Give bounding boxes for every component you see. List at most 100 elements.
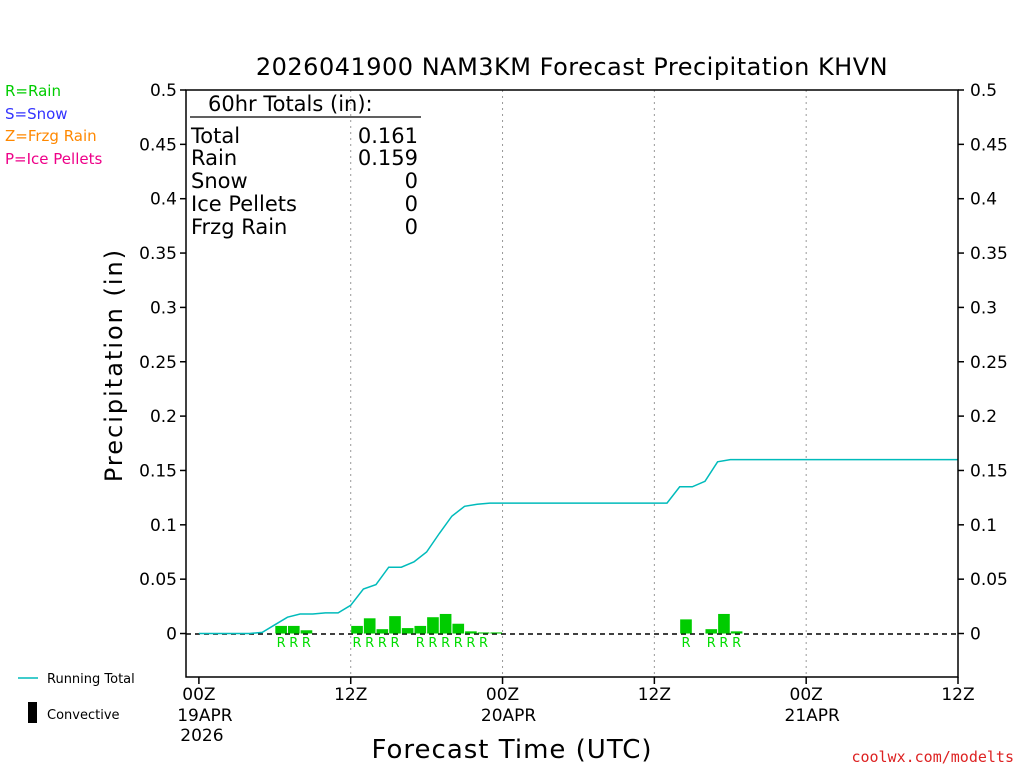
legend-running-total: Running Total <box>47 672 135 687</box>
rain-bar <box>376 629 389 634</box>
rain-bar <box>414 625 427 634</box>
totals-label-total: Total <box>190 124 240 148</box>
x-tick-label: 12Z <box>941 685 974 705</box>
type-legend: R=Rain S=Snow Z=Frzg Rain P=Ice Pellets <box>5 82 102 168</box>
rain-type-mark: R <box>302 636 311 651</box>
rain-type-mark: R <box>454 636 463 651</box>
rain-type-mark: R <box>466 636 475 651</box>
x-tick-label: 12Z <box>638 685 671 705</box>
rain-bar <box>730 631 743 634</box>
legend-ice-pellets: P=Ice Pellets <box>5 150 102 168</box>
y-tick-label-right: 0.2 <box>970 407 997 427</box>
rain-type-mark: R <box>378 636 387 651</box>
y-tick-label-right: 0.3 <box>970 298 997 318</box>
running-total-line <box>198 458 958 635</box>
rain-bar <box>287 625 300 634</box>
totals-box: 60hr Totals (in): Total 0.161 Rain 0.159… <box>190 92 421 239</box>
rain-bar <box>427 617 439 634</box>
legend-snow: S=Snow <box>5 105 68 123</box>
rain-type-mark: R <box>365 636 374 651</box>
y-tick-label-left: 0.3 <box>150 298 177 318</box>
legend-convective-swatch <box>28 702 37 723</box>
y-tick-label-left: 0 <box>166 625 177 645</box>
y-tick-label-left: 0.35 <box>139 244 177 264</box>
y-tick-label-left: 0.45 <box>139 135 177 155</box>
rain-type-mark: R <box>416 636 425 651</box>
x-tick-date: 21APR <box>785 706 841 726</box>
totals-label-snow: Snow <box>191 169 248 193</box>
totals-value-ice-pellets: 0 <box>405 192 418 216</box>
y-tick-label-right: 0.4 <box>970 190 997 210</box>
x-tick-label: 00Z <box>790 685 823 705</box>
grid-lines <box>350 90 807 677</box>
rain-type-mark: R <box>390 636 399 651</box>
rain-bar <box>477 632 490 634</box>
rain-bar <box>680 619 692 634</box>
y-tick-label-right: 0.1 <box>970 516 997 536</box>
x-tick-year: 2026 <box>180 726 223 746</box>
legend-rain: R=Rain <box>5 82 61 100</box>
totals-header: 60hr Totals (in): <box>208 92 373 116</box>
y-tick-label-left: 0.15 <box>139 461 177 481</box>
legend-convective: Convective <box>47 708 120 723</box>
y-tick-label-left: 0.1 <box>150 516 177 536</box>
rain-bar <box>452 623 465 634</box>
totals-value-total: 0.161 <box>358 124 418 148</box>
totals-value-snow: 0 <box>405 169 418 193</box>
totals-value-rain: 0.159 <box>358 146 418 170</box>
rain-bar <box>300 630 313 634</box>
rain-type-mark: R <box>428 636 437 651</box>
rain-bar <box>465 631 477 634</box>
x-tick-date: 19APR <box>177 706 233 726</box>
rain-type-mark: R <box>681 636 690 651</box>
y-tick-label-right: 0.25 <box>970 353 1008 373</box>
rain-bar <box>705 629 718 634</box>
y-tick-label-right: 0.05 <box>970 570 1008 590</box>
y-tick-label-right: 0 <box>970 625 981 645</box>
rain-bar <box>718 613 730 634</box>
rain-type-mark: R <box>719 636 728 651</box>
x-tick-label: 00Z <box>182 685 215 705</box>
rain-type-mark: R <box>707 636 716 651</box>
rain-type-mark: R <box>441 636 450 651</box>
rain-bar <box>401 628 414 634</box>
rain-bar <box>389 616 401 634</box>
y-axis-label: Precipitation (in) <box>100 248 128 482</box>
series-legend: Running Total Convective <box>18 672 135 723</box>
rain-bar <box>275 625 287 634</box>
y-tick-label-left: 0.25 <box>139 353 177 373</box>
totals-value-frzg-rain: 0 <box>405 215 418 239</box>
totals-label-frzg-rain: Frzg Rain <box>191 215 287 239</box>
plot-frame <box>185 89 959 678</box>
chart-title: 2026041900 NAM3KM Forecast Precipitation… <box>256 53 888 81</box>
rain-bar <box>490 632 503 634</box>
y-tick-label-left: 0.4 <box>150 190 177 210</box>
x-tick-label: 00Z <box>486 685 519 705</box>
y-tick-label-left: 0.05 <box>139 570 177 590</box>
credit-text: coolwx.com/modelts <box>851 748 1014 766</box>
rain-bar <box>363 618 376 634</box>
rain-type-mark: R <box>353 636 362 651</box>
y-tick-label-right: 0.5 <box>970 81 997 101</box>
x-tick-date: 20APR <box>481 706 537 726</box>
rain-type-mark: R <box>732 636 741 651</box>
totals-label-rain: Rain <box>191 146 237 170</box>
totals-label-ice-pellets: Ice Pellets <box>191 192 297 216</box>
legend-frzg-rain: Z=Frzg Rain <box>5 127 97 145</box>
x-axis-label: Forecast Time (UTC) <box>371 735 652 765</box>
rain-type-mark: R <box>277 636 286 651</box>
rain-bar <box>351 625 363 634</box>
x-tick-label: 12Z <box>334 685 367 705</box>
y-tick-label-left: 0.5 <box>150 81 177 101</box>
rain-type-mark: R <box>479 636 488 651</box>
y-tick-label-right: 0.45 <box>970 135 1008 155</box>
rain-bars <box>275 613 743 634</box>
rain-type-mark: R <box>289 636 298 651</box>
rain-bar <box>439 613 452 634</box>
y-tick-label-right: 0.15 <box>970 461 1008 481</box>
y-axis-ticks: 0 00.05 0.050.1 0.10.15 0.150.2 0.20.25 0.250.… <box>139 81 1008 645</box>
y-tick-label-right: 0.35 <box>970 244 1008 264</box>
